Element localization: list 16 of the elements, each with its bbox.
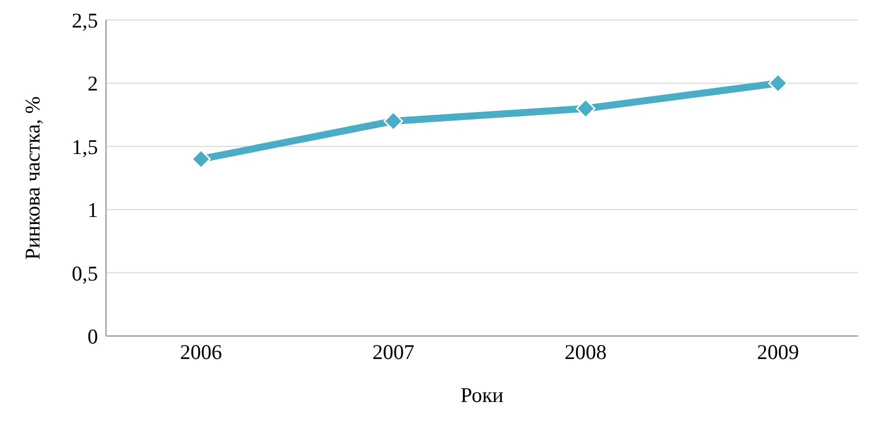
- point: [384, 111, 404, 131]
- y-tick-label: 0: [88, 324, 98, 348]
- y-tick-label: 2,5: [72, 8, 98, 32]
- y-tick-label: 1,5: [72, 134, 98, 159]
- x-tick-label: 2009: [757, 340, 799, 364]
- point: [191, 149, 211, 169]
- y-tick-label: 2: [88, 72, 98, 96]
- point: [768, 73, 788, 93]
- x-axis-title: Роки: [460, 383, 504, 407]
- x-tick-label: 2008: [564, 340, 607, 364]
- x-tick-label: 2007: [372, 340, 414, 364]
- y-tick-label: 0,5: [72, 261, 98, 286]
- y-tick-label: 1: [88, 198, 98, 222]
- x-tick-label: 2006: [180, 340, 222, 364]
- point: [576, 98, 596, 118]
- y-axis-title: Ринкова частка, %: [20, 96, 44, 260]
